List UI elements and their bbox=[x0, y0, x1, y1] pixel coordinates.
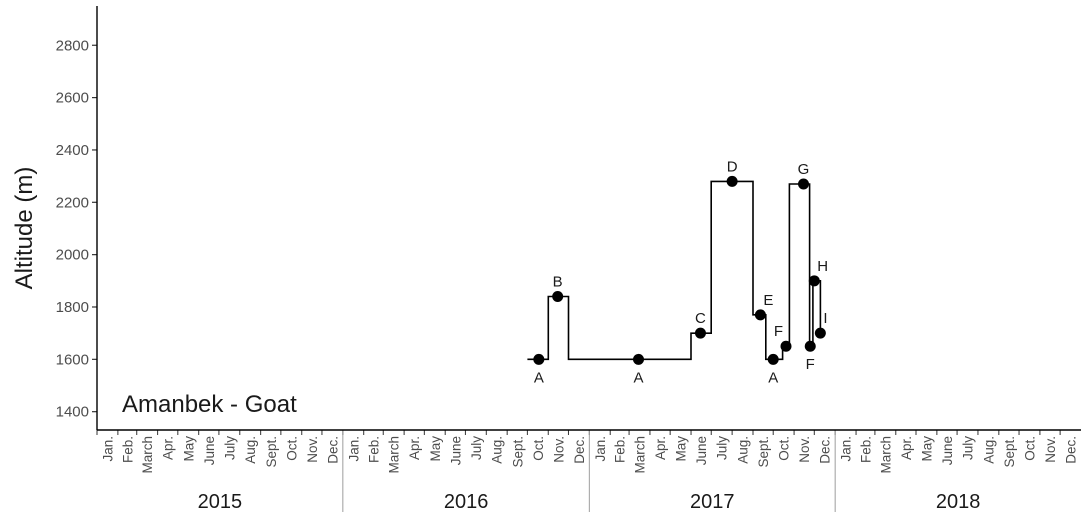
month-tick-label: June bbox=[940, 436, 955, 465]
data-point bbox=[726, 175, 738, 187]
month-tick-label: July bbox=[222, 436, 237, 460]
month-tick-label: Oct. bbox=[284, 436, 299, 461]
y-axis-ticks: 1400 1600 1800 2000 2200 2400 2600 2800 bbox=[56, 37, 97, 421]
month-tick-label: March bbox=[387, 436, 402, 474]
month-tick-label: Apr. bbox=[407, 436, 422, 460]
point-label: C bbox=[695, 310, 706, 327]
point-label: G bbox=[798, 161, 810, 178]
month-tick-label: July bbox=[469, 436, 484, 460]
month-tick-label: Sept. bbox=[1002, 436, 1017, 468]
data-point bbox=[754, 309, 766, 321]
month-tick-label: May bbox=[181, 436, 196, 462]
point-label: I bbox=[823, 310, 827, 327]
data-point bbox=[780, 340, 792, 352]
month-tick-label: Feb. bbox=[858, 436, 873, 463]
month-tick-label: March bbox=[140, 436, 155, 474]
month-tick-label: May bbox=[674, 436, 689, 462]
point-label: F bbox=[806, 356, 815, 373]
year-label: 2016 bbox=[444, 491, 489, 513]
data-point bbox=[814, 327, 826, 339]
month-tick-label: Oct. bbox=[1022, 436, 1037, 461]
point-label: D bbox=[727, 158, 738, 175]
month-tick-label: Nov. bbox=[551, 436, 566, 463]
month-tick-label: Aug. bbox=[490, 436, 505, 464]
month-tick-label: Jan. bbox=[593, 436, 608, 462]
point-label: A bbox=[768, 369, 778, 386]
month-tick-label: Aug. bbox=[736, 436, 751, 464]
month-tick-label: May bbox=[919, 436, 934, 462]
y-tick-label: 1600 bbox=[56, 351, 89, 368]
month-tick-label: March bbox=[633, 436, 648, 474]
month-tick-label: June bbox=[202, 436, 217, 465]
y-axis-title: Altitude (m) bbox=[11, 167, 38, 290]
month-tick-label: Apr. bbox=[899, 436, 914, 460]
data-point bbox=[633, 353, 645, 365]
month-tick-label: Feb. bbox=[613, 436, 628, 463]
data-point bbox=[552, 291, 564, 303]
data-point bbox=[798, 178, 810, 190]
y-tick-label: 2800 bbox=[56, 37, 89, 54]
year-label: 2015 bbox=[198, 491, 243, 513]
data-points bbox=[533, 175, 826, 365]
month-tick-label: June bbox=[694, 436, 709, 465]
month-tick-label: Sept. bbox=[264, 436, 279, 468]
month-tick-label: July bbox=[961, 436, 976, 460]
month-tick-label: June bbox=[448, 436, 463, 465]
month-tick-label: Sept. bbox=[756, 436, 771, 468]
month-tick-label: Dec. bbox=[572, 436, 587, 464]
month-tick-label: Nov. bbox=[1043, 436, 1058, 463]
x-axis-ticks: Jan. Feb. March Apr. May June July Aug. Sept. Oct… bbox=[96, 430, 1079, 513]
data-point bbox=[767, 353, 779, 365]
month-tick-label: Oct. bbox=[777, 436, 792, 461]
y-tick-label: 1800 bbox=[56, 299, 89, 316]
point-label: A bbox=[633, 369, 643, 386]
panel-annotation: Amanbek - Goat bbox=[122, 391, 297, 418]
month-tick-label: Feb. bbox=[366, 436, 381, 463]
y-tick-label: 2400 bbox=[56, 142, 89, 159]
month-tick-label: Dec. bbox=[818, 436, 833, 464]
y-tick-label: 2000 bbox=[56, 247, 89, 264]
month-tick-label: Jan. bbox=[100, 436, 115, 462]
y-tick-label: 2600 bbox=[56, 90, 89, 107]
data-point bbox=[533, 353, 545, 365]
month-tick-label: Jan. bbox=[839, 436, 854, 462]
month-tick-label: Feb. bbox=[120, 436, 135, 463]
point-label: H bbox=[817, 258, 828, 275]
point-label: F bbox=[774, 323, 783, 340]
month-tick-label: Sept. bbox=[510, 436, 525, 468]
month-tick-label: May bbox=[428, 436, 443, 462]
data-point bbox=[694, 327, 706, 339]
point-label: E bbox=[763, 292, 773, 309]
month-tick-label: Aug. bbox=[243, 436, 258, 464]
point-label: B bbox=[553, 274, 563, 291]
year-label: 2018 bbox=[936, 491, 981, 513]
year-label: 2017 bbox=[690, 491, 735, 513]
month-tick-label: Apr. bbox=[161, 436, 176, 460]
month-tick-label: Oct. bbox=[531, 436, 546, 461]
year-separators bbox=[342, 430, 836, 512]
y-tick-label: 2200 bbox=[56, 194, 89, 211]
month-tick-label: Jan. bbox=[346, 436, 361, 462]
y-tick-label: 1400 bbox=[56, 404, 89, 421]
month-tick-label: Nov. bbox=[305, 436, 320, 463]
month-tick-label: Dec. bbox=[1064, 436, 1079, 464]
month-tick-label: Nov. bbox=[797, 436, 812, 463]
month-tick-label: Aug. bbox=[981, 436, 996, 464]
month-tick-label: Dec. bbox=[325, 436, 340, 464]
data-point bbox=[804, 340, 816, 352]
point-label: A bbox=[534, 369, 544, 386]
month-tick-label: Apr. bbox=[653, 436, 668, 460]
data-point-labels: A B A C D E A F G F H I bbox=[534, 158, 828, 386]
month-tick-label: July bbox=[715, 436, 730, 460]
data-point bbox=[808, 275, 820, 287]
month-tick-label: March bbox=[878, 436, 893, 474]
